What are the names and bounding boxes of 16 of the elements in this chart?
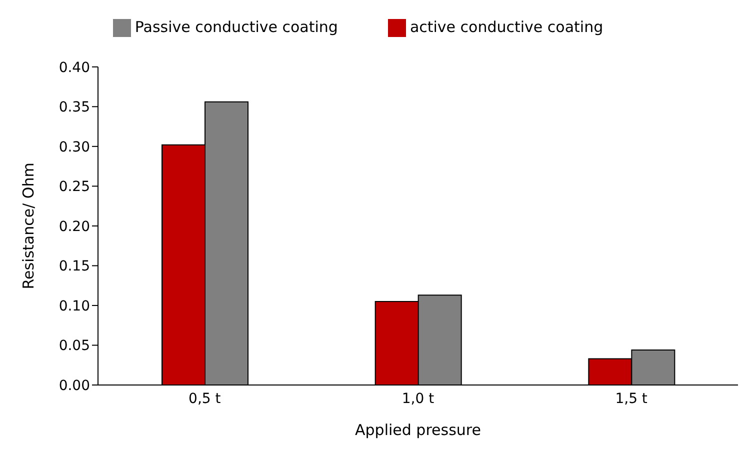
y-tick-label: 0.25	[58, 179, 90, 196]
y-tick-label: 0.10	[58, 298, 90, 314]
x-axis-title: Applied pressure	[355, 421, 481, 439]
x-tick-label: 1,0 t	[402, 390, 435, 407]
legend-label: active conductive coating	[410, 18, 604, 36]
y-tick-label: 0.15	[58, 258, 90, 275]
y-tick-label: 0.30	[58, 139, 90, 156]
y-tick-label: 0.05	[58, 338, 90, 354]
legend-label: Passive conductive coating	[134, 18, 338, 36]
y-tick-label: 0.00	[58, 378, 90, 394]
y-axis-title: Resistance/ Ohm	[19, 162, 38, 290]
y-tick-label: 0.20	[58, 218, 90, 235]
y-tick-label: 0.35	[58, 100, 90, 116]
y-tick-label: 0.40	[58, 60, 90, 76]
x-tick-label: 0,5 t	[188, 390, 222, 407]
x-tick-label: 1,5 t	[615, 390, 648, 407]
